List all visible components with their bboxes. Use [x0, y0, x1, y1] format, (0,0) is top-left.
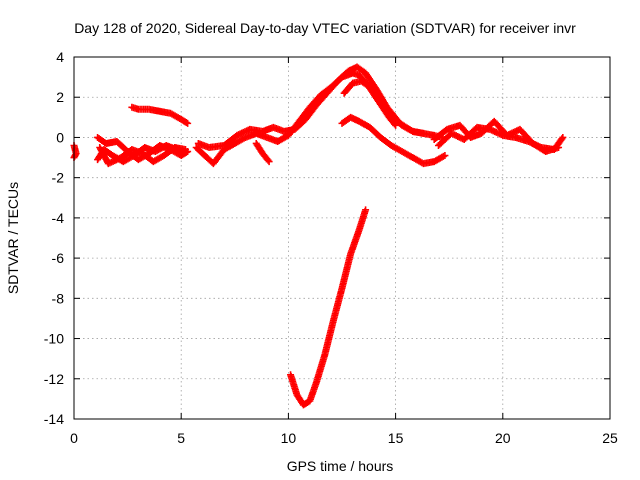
plot-frame — [73, 56, 611, 420]
point-track-e-36 — [184, 119, 192, 127]
x-tick-label-2: 10 — [281, 430, 297, 446]
y-tick-label-7: 0 — [56, 129, 64, 145]
y-tick-label-1: -12 — [44, 371, 64, 387]
y-tick-label-6: -2 — [52, 170, 65, 186]
point-track-j-71 — [441, 152, 449, 160]
point-track-e-35 — [182, 119, 190, 127]
series-track-a — [70, 141, 80, 162]
series-track-d — [96, 144, 189, 168]
data-points — [70, 63, 567, 409]
x-tick-label-5: 25 — [602, 430, 618, 446]
y-tick-label-0: -14 — [44, 411, 64, 427]
y-tick-label-2: -10 — [44, 331, 64, 347]
series-track-e — [128, 103, 192, 127]
point-track-l-84 — [558, 135, 566, 143]
point-track-m-138 — [362, 206, 370, 214]
y-axis-label: SDTVAR / TECUs — [5, 182, 21, 294]
x-axis-label: GPS time / hours — [287, 458, 394, 474]
y-tick-label-8: 2 — [56, 89, 64, 105]
y-tick-label-9: 4 — [56, 49, 64, 65]
point-track-h-12 — [264, 156, 272, 164]
point-track-j-70 — [439, 152, 447, 160]
x-tick-label-3: 15 — [388, 430, 404, 446]
chart-title: Day 128 of 2020, Sidereal Day-to-day VTE… — [74, 20, 576, 36]
x-tick-label-4: 20 — [495, 430, 511, 446]
x-tick-label-1: 5 — [177, 430, 185, 446]
series-track-l — [434, 123, 567, 154]
y-tick-label-5: -4 — [52, 210, 65, 226]
point-track-d-64 — [181, 146, 189, 154]
x-tick-label-0: 0 — [70, 430, 78, 446]
point-track-h-13 — [265, 158, 273, 166]
series-track-j — [338, 113, 449, 168]
series-track-m — [287, 206, 370, 409]
y-tick-label-3: -8 — [52, 290, 65, 306]
series-track-h — [252, 139, 273, 166]
point-track-l-85 — [559, 133, 567, 141]
axis-tick-labels: 0 5 10 15 20 25 -14 -12 -10 -8 -6 -4 -2 0 2 4 — [44, 49, 618, 446]
y-tick-label-4: -6 — [52, 250, 65, 266]
series-track-i — [340, 77, 447, 141]
